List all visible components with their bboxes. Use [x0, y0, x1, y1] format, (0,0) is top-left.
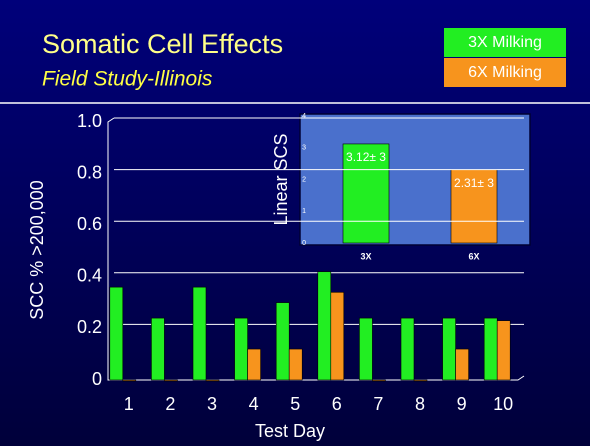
y-tick-label: 0.2 [77, 317, 102, 337]
y-tick-label: 3 [302, 145, 306, 152]
bar [205, 379, 220, 382]
inset-chart: 0 1 2 3 4 3X 3.12± 3 6X 2.31± 3 Linear SCS [271, 113, 531, 261]
legend-label: 6X Milking [468, 64, 542, 81]
y-tick-label: 1.0 [77, 111, 102, 131]
bar [317, 271, 332, 381]
bar [275, 302, 290, 381]
bar [164, 379, 178, 382]
x-tick-label: 3X [360, 251, 371, 261]
x-tick-label: 9 [457, 394, 467, 414]
y-tick-label: 0.6 [77, 214, 102, 234]
bar [450, 169, 498, 244]
slide-title: Somatic Cell Effects [42, 29, 283, 59]
bar [247, 348, 261, 381]
bar [234, 317, 248, 381]
bar [455, 348, 469, 381]
main-chart: 00.20.40.60.81.01 2 3 4 5 6 7 8 9 10 [77, 111, 525, 414]
bar [483, 317, 498, 381]
y-axis-label: SCC % >200,000 [27, 180, 47, 320]
bar [372, 379, 386, 382]
y-tick-label: 0.4 [77, 266, 102, 286]
bar [330, 291, 345, 381]
legend: 3X Milking 6X Milking [444, 28, 566, 87]
x-tick-label: 2 [165, 394, 175, 414]
x-tick-label: 4 [249, 394, 259, 414]
bar [109, 286, 124, 381]
y-tick-label: 0 [302, 240, 306, 247]
legend-swatch [444, 28, 566, 57]
bar [442, 317, 456, 381]
y-tick-label: 4 [302, 113, 306, 120]
bar [496, 320, 511, 381]
data-label: 2.31± 3 [454, 176, 494, 190]
x-tick-label: 5 [290, 394, 300, 414]
bar [192, 286, 207, 381]
bar [151, 317, 165, 381]
y-tick-label: 2 [302, 176, 306, 183]
y-tick-label: 1 [302, 208, 306, 215]
bar [342, 143, 390, 244]
bar [359, 317, 373, 381]
x-tick-label: 6 [332, 394, 342, 414]
bar [413, 379, 428, 382]
slide-subtitle: Field Study-Illinois [42, 68, 213, 91]
y-axis-label: Linear SCS [271, 133, 291, 225]
legend-swatch [444, 58, 566, 87]
bar [122, 379, 137, 382]
x-tick-label: 1 [124, 394, 134, 414]
legend-label: 3X Milking [468, 34, 542, 51]
x-tick-label: 3 [207, 394, 217, 414]
data-label: 3.12± 3 [346, 150, 386, 164]
x-tick-label: 10 [493, 394, 513, 414]
y-tick-label: 0.8 [77, 162, 102, 182]
bar [400, 317, 415, 381]
bar [288, 348, 303, 381]
x-axis-label: Test Day [255, 421, 325, 441]
x-tick-label: 7 [373, 394, 383, 414]
axis-frame [107, 117, 525, 381]
y-tick-label: 0 [92, 369, 102, 389]
x-tick-label: 8 [415, 394, 425, 414]
x-tick-label: 6X [468, 251, 479, 261]
